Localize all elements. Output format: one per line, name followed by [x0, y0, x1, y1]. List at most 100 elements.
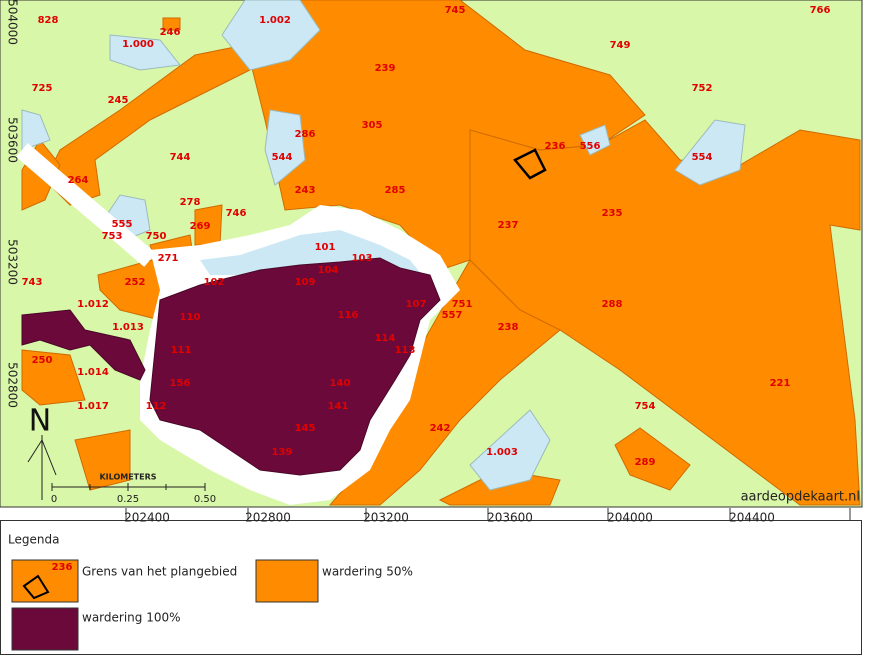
parcel-label: 107 — [406, 299, 427, 310]
x-coordinate-label: 202400 — [124, 511, 170, 525]
parcel-label: 754 — [635, 401, 656, 412]
legend: Legenda 236 Grens van het plangebied war… — [0, 520, 862, 655]
parcel-label: 245 — [108, 95, 129, 106]
parcel-label: 110 — [180, 312, 201, 323]
parcel-label: 744 — [170, 152, 191, 163]
axis-ticks — [125, 508, 851, 520]
parcel-label: 1.014 — [77, 367, 109, 378]
parcel-label: 242 — [430, 423, 451, 434]
parcel-label: 750 — [146, 231, 167, 242]
parcel-label: 264 — [68, 175, 89, 186]
parcel-label: 243 — [295, 185, 316, 196]
parcel-label: 828 — [38, 15, 59, 26]
parcel-label: 252 — [125, 277, 146, 288]
parcel-label: 140 — [330, 378, 351, 389]
plan-boundary — [513, 148, 547, 180]
parcel-label: 145 — [295, 423, 316, 434]
parcel-label: 102 — [204, 277, 225, 288]
parcel-label: 250 — [32, 355, 53, 366]
parcel-label: 557 — [442, 310, 463, 321]
north-label: N — [29, 404, 51, 439]
parcel-label: 111 — [171, 345, 192, 356]
parcel-label: 743 — [22, 277, 43, 288]
parcel-label: 286 — [295, 129, 316, 140]
parcel-label: 751 — [452, 299, 473, 310]
parcel-label: 104 — [318, 265, 339, 276]
parcel-label: 1.000 — [122, 39, 154, 50]
parcel-label: 116 — [338, 310, 359, 321]
scale-unit: KILOMETERS — [99, 473, 156, 482]
map: N KILOMETERS aardeopdekaart.nl — [0, 0, 863, 508]
parcel-label: 544 — [272, 152, 293, 163]
legend-swatch — [255, 559, 319, 603]
parcel-label: 237 — [498, 220, 519, 231]
parcel-label: 114 — [375, 333, 396, 344]
legend-boundary-icon — [22, 574, 50, 600]
parcel-label: 1.003 — [486, 447, 518, 458]
parcel-label: 1.002 — [259, 15, 291, 26]
parcel-label: 752 — [692, 83, 713, 94]
parcel-label: 103 — [352, 253, 373, 264]
parcel-label: 1.017 — [77, 401, 109, 412]
parcel-label: 746 — [226, 208, 247, 219]
parcel-label: 1.012 — [77, 299, 109, 310]
parcel-label: 236 — [545, 141, 566, 152]
parcel-label: 555 — [112, 219, 133, 230]
parcel-label: 749 — [610, 40, 631, 51]
water-parcels — [21, 0, 746, 491]
parcel-label: 278 — [180, 197, 201, 208]
credit: aardeopdekaart.nl — [741, 490, 860, 505]
parcel-label: 156 — [170, 378, 191, 389]
x-coordinate-label: 203600 — [487, 511, 533, 525]
parcel-label: 753 — [102, 231, 123, 242]
parcel-label: 556 — [580, 141, 601, 152]
x-coordinate-label: 202800 — [245, 511, 291, 525]
y-coordinate-label: 502800 — [6, 362, 20, 408]
legend-frame — [0, 520, 862, 655]
parcel-label: 109 — [295, 277, 316, 288]
parcel-label: 766 — [810, 5, 831, 16]
parcel-label: 305 — [362, 120, 383, 131]
parcel-label: 221 — [770, 378, 791, 389]
parcel-label: 269 — [190, 221, 211, 232]
legend-sample-label: 236 — [52, 562, 73, 573]
legend-label: Grens van het plangebied — [82, 565, 237, 579]
parcel-label: 101 — [315, 242, 336, 253]
road — [16, 143, 156, 267]
parcel-label: 271 — [158, 253, 179, 264]
legend-title: Legenda — [8, 533, 59, 547]
parcel-label: 288 — [602, 299, 623, 310]
parcel-label: 289 — [635, 457, 656, 468]
parcel-label: 1.013 — [112, 322, 144, 333]
x-coordinate-label: 204400 — [729, 511, 775, 525]
scale-bar — [51, 483, 206, 491]
y-coordinate-label: 504000 — [6, 0, 20, 45]
y-coordinate-label: 503200 — [6, 239, 20, 285]
scale-label: 0 — [51, 494, 57, 505]
parcel-label: 139 — [272, 447, 293, 458]
legend-swatch — [11, 559, 79, 603]
parcel-label: 285 — [385, 185, 406, 196]
parcel-label: 141 — [328, 401, 349, 412]
parcel-label: 239 — [375, 63, 396, 74]
y-coordinate-label: 503600 — [6, 117, 20, 163]
parcel-label: 238 — [498, 322, 519, 333]
scale-label: 0.25 — [117, 494, 139, 505]
x-coordinate-label: 204000 — [607, 511, 653, 525]
parcel-label: 113 — [395, 345, 416, 356]
north-arrow — [27, 435, 57, 500]
parcel-label: 745 — [445, 5, 466, 16]
legend-label: wardering 50% — [322, 565, 413, 579]
parcel-label: 246 — [160, 27, 181, 38]
maroon-parcels — [21, 257, 441, 476]
legend-label: wardering 100% — [82, 611, 181, 625]
legend-swatch — [11, 607, 79, 651]
x-coordinate-label: 203200 — [363, 511, 409, 525]
parcel-label: 725 — [32, 83, 53, 94]
parcel-label: 554 — [692, 152, 713, 163]
orange-parcels — [21, 0, 861, 506]
scale-label: 0.50 — [194, 494, 216, 505]
parcel-label: 112 — [146, 401, 167, 412]
parcel-label: 235 — [602, 208, 623, 219]
